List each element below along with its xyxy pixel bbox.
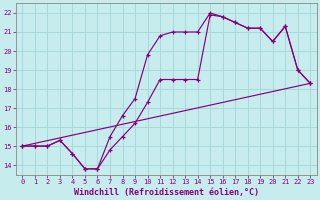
X-axis label: Windchill (Refroidissement éolien,°C): Windchill (Refroidissement éolien,°C) (74, 188, 259, 197)
